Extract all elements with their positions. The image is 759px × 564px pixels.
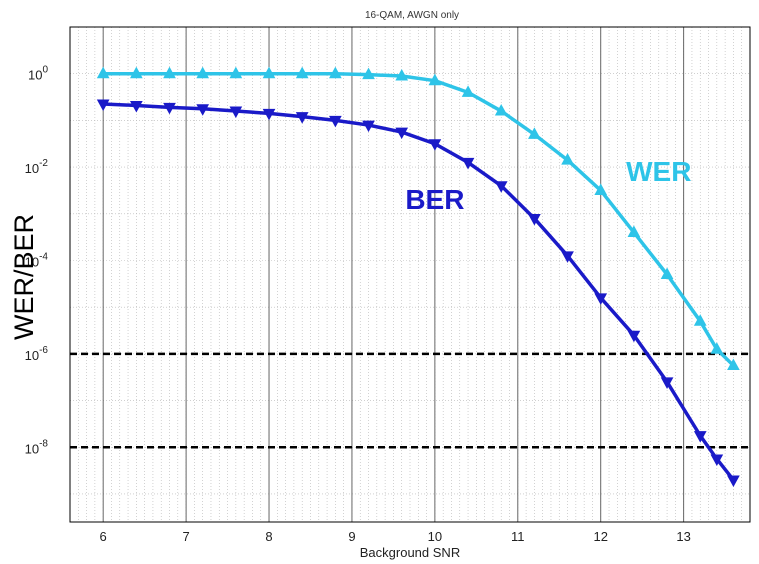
wer-data-point bbox=[528, 127, 541, 139]
wer-data-point bbox=[96, 66, 110, 79]
y-axis-label: WER/BER bbox=[9, 214, 39, 340]
ber-data-point bbox=[627, 330, 641, 343]
ber-data-point bbox=[329, 115, 342, 128]
x-tick-labels: 6 7 8 9 10 11 12 13 bbox=[100, 529, 691, 544]
wer-data-point bbox=[395, 68, 409, 81]
x-tick-label: 8 bbox=[265, 529, 272, 544]
wer-data-point bbox=[710, 342, 724, 354]
x-tick-label: 9 bbox=[348, 529, 355, 544]
x-tick-label: 10 bbox=[428, 529, 442, 544]
wer-data-point bbox=[129, 66, 143, 79]
ber-data-point bbox=[528, 213, 541, 226]
ber-data-point bbox=[494, 181, 508, 193]
ber-data-point bbox=[96, 99, 110, 112]
x-axis-label: Background SNR bbox=[360, 545, 460, 560]
wer-data-point bbox=[329, 66, 342, 79]
wer-data-point bbox=[727, 358, 740, 371]
ber-data-point bbox=[428, 139, 442, 151]
wer-data-point bbox=[693, 314, 707, 326]
x-tick-label: 12 bbox=[593, 529, 607, 544]
x-tick-label: 13 bbox=[676, 529, 690, 544]
x-tick-label: 7 bbox=[182, 529, 189, 544]
ber-data-point bbox=[561, 251, 574, 263]
ber-data-point bbox=[362, 120, 375, 133]
chart-title: 16-QAM, AWGN only bbox=[365, 10, 459, 21]
wer-data-point bbox=[163, 66, 176, 79]
ber-data-point bbox=[660, 377, 674, 389]
ber-data-point bbox=[163, 102, 176, 115]
ber-data-point bbox=[395, 127, 409, 140]
y-tick-labels: 100 10-2 10-4 10-6 10-8 bbox=[25, 65, 49, 457]
wer-data-point bbox=[561, 153, 574, 165]
y-tick-label: 10-2 bbox=[25, 158, 49, 176]
wer-data-point bbox=[362, 67, 375, 80]
reference-lines bbox=[70, 352, 750, 449]
y-tick-label: 10-6 bbox=[25, 345, 49, 363]
wer-annotation: WER bbox=[626, 156, 691, 187]
ber-data-point bbox=[727, 475, 740, 488]
y-tick-label: 10-8 bbox=[25, 438, 49, 456]
ber-data-point bbox=[129, 100, 143, 113]
wer-data-point bbox=[461, 85, 475, 97]
wer-data-point bbox=[660, 267, 674, 279]
ber-data-point bbox=[229, 106, 243, 119]
x-tick-label: 11 bbox=[511, 529, 525, 544]
wer-data-point bbox=[428, 73, 442, 86]
y-tick-label: 10-4 bbox=[25, 251, 49, 269]
wer-data-point bbox=[262, 66, 276, 79]
wer-data-point bbox=[627, 225, 641, 237]
ber-data-point bbox=[196, 104, 210, 116]
wer-data-point bbox=[594, 183, 608, 195]
wer-data-point bbox=[196, 66, 210, 79]
ber-data-point bbox=[710, 454, 724, 466]
wer-data-point bbox=[295, 66, 309, 79]
x-tick-label: 6 bbox=[100, 529, 107, 544]
wer-data-point bbox=[229, 66, 243, 79]
wer-data-point bbox=[494, 104, 508, 116]
ber-data-point bbox=[295, 112, 309, 124]
ber-data-point bbox=[693, 431, 707, 443]
ber-data-point bbox=[262, 108, 276, 121]
plot-frame bbox=[69, 26, 751, 523]
ber-data-point bbox=[461, 157, 475, 170]
ber-annotation: BER bbox=[405, 184, 464, 215]
y-tick-label: 100 bbox=[28, 65, 48, 83]
annotation-layer: WER BER bbox=[405, 156, 691, 215]
ber-data-point bbox=[594, 293, 608, 305]
series-layer bbox=[96, 66, 740, 488]
